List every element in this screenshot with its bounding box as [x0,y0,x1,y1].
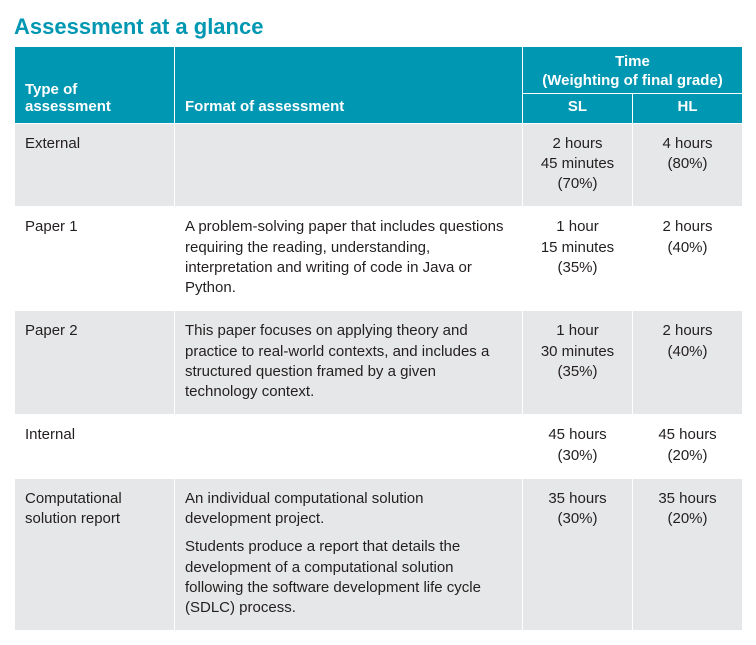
time-line: 35 hours [533,489,622,509]
time-line: 2 hours [533,134,622,154]
cell-sl: 2 hours45 minutes(70%) [523,123,633,207]
time-line: 30 minutes [533,342,622,362]
page-title: Assessment at a glance [14,14,742,40]
cell-hl: 2 hours(40%) [633,207,743,311]
time-line: 45 hours [533,425,622,445]
cell-type: Computational solution report [15,478,175,631]
time-line: (40%) [643,238,732,258]
cell-type: Paper 1 [15,207,175,311]
time-line: 45 hours [643,425,732,445]
cell-type: Paper 2 [15,311,175,415]
cell-type: External [15,123,175,207]
col-header-format: Format of assessment [175,47,523,124]
time-line: (30%) [533,446,622,466]
format-paragraph: This paper focuses on applying theory an… [185,321,512,402]
cell-format [175,123,523,207]
cell-sl: 1 hour30 minutes(35%) [523,311,633,415]
time-line: 1 hour [533,217,622,237]
col-header-sl: SL [523,93,633,123]
cell-format: An individual computational solution dev… [175,478,523,631]
table-row: Paper 1A problem-solving paper that incl… [15,207,743,311]
table-row: Computational solution reportAn individu… [15,478,743,631]
cell-format: This paper focuses on applying theory an… [175,311,523,415]
table-body: External2 hours45 minutes(70%)4 hours(80… [15,123,743,631]
assessment-table: Type of assessment Format of assessment … [14,46,743,631]
time-line: 35 hours [643,489,732,509]
time-line: 15 minutes [533,238,622,258]
cell-sl: 1 hour15 minutes(35%) [523,207,633,311]
cell-hl: 2 hours(40%) [633,311,743,415]
col-header-time: Time(Weighting of final grade) [523,47,743,94]
table-row: Internal45 hours(30%)45 hours(20%) [15,415,743,479]
time-line: (35%) [533,362,622,382]
time-line: (20%) [643,446,732,466]
format-paragraph: A problem-solving paper that includes qu… [185,217,512,298]
time-line: (40%) [643,342,732,362]
format-paragraph: An individual computational solution dev… [185,489,512,530]
time-line: 1 hour [533,321,622,341]
time-line: (30%) [533,509,622,529]
time-line: (35%) [533,258,622,278]
cell-hl: 45 hours(20%) [633,415,743,479]
cell-type: Internal [15,415,175,479]
cell-hl: 4 hours(80%) [633,123,743,207]
time-line: 2 hours [643,321,732,341]
cell-hl: 35 hours(20%) [633,478,743,631]
col-header-hl: HL [633,93,743,123]
time-line: (20%) [643,509,732,529]
table-row: Paper 2This paper focuses on applying th… [15,311,743,415]
cell-format [175,415,523,479]
format-paragraph: Students produce a report that details t… [185,537,512,618]
table-header: Type of assessment Format of assessment … [15,47,743,124]
cell-sl: 45 hours(30%) [523,415,633,479]
col-header-type: Type of assessment [15,47,175,124]
cell-format: A problem-solving paper that includes qu… [175,207,523,311]
time-line: 2 hours [643,217,732,237]
time-line: (70%) [533,174,622,194]
table-row: External2 hours45 minutes(70%)4 hours(80… [15,123,743,207]
time-line: 45 minutes [533,154,622,174]
time-line: 4 hours [643,134,732,154]
cell-sl: 35 hours(30%) [523,478,633,631]
time-line: (80%) [643,154,732,174]
